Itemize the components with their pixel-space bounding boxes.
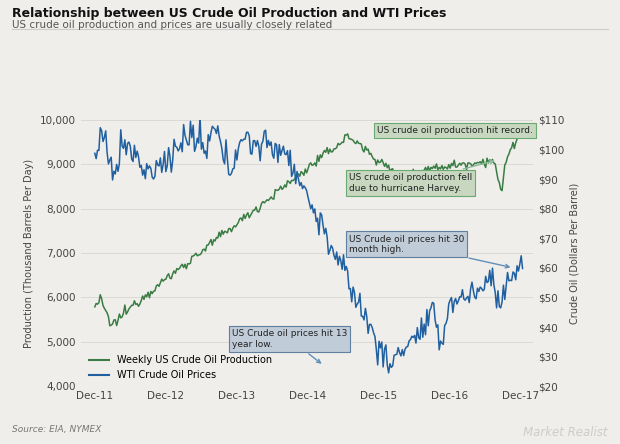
Text: Market Realist: Market Realist xyxy=(523,426,608,439)
Text: US Crude oil prices hit 13
year low.: US Crude oil prices hit 13 year low. xyxy=(232,329,347,363)
Text: Relationship between US Crude Oil Production and WTI Prices: Relationship between US Crude Oil Produc… xyxy=(12,7,447,20)
Y-axis label: Crude Oil (Dollars Per Barrel): Crude Oil (Dollars Per Barrel) xyxy=(570,182,580,324)
Text: US Crude oil prices hit 30
month high.: US Crude oil prices hit 30 month high. xyxy=(349,234,509,268)
Legend: Weekly US Crude Oil Production, WTI Crude Oil Prices: Weekly US Crude Oil Production, WTI Crud… xyxy=(86,352,275,384)
Text: US crude oil production hit record.: US crude oil production hit record. xyxy=(377,126,533,135)
Text: US crude oil production and prices are usually closely related: US crude oil production and prices are u… xyxy=(12,20,333,30)
Y-axis label: Production (Thousand Barrels Per Day): Production (Thousand Barrels Per Day) xyxy=(24,159,34,348)
Text: Source: EIA, NYMEX: Source: EIA, NYMEX xyxy=(12,425,102,434)
Text: US crude oil production fell
due to hurricane Harvey.: US crude oil production fell due to hurr… xyxy=(349,160,494,193)
